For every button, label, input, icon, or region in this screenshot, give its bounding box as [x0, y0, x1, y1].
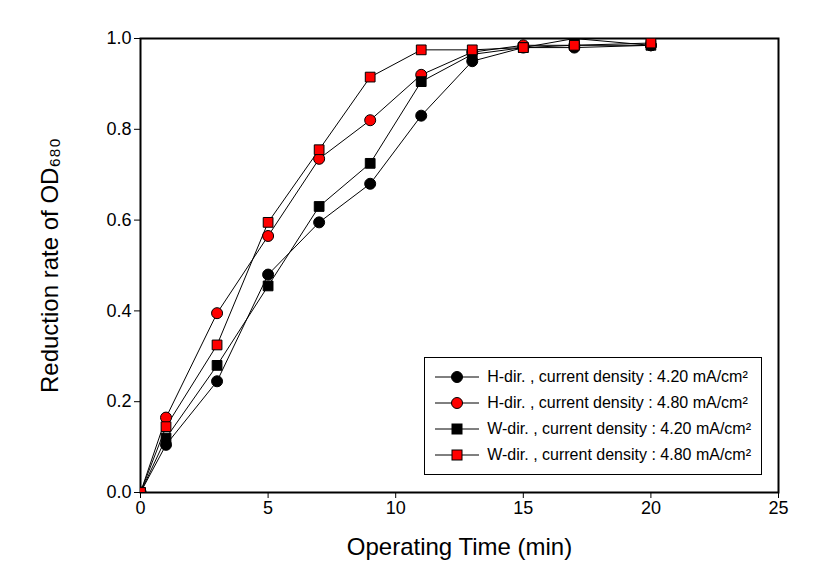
svg-text:15: 15 — [513, 498, 533, 518]
svg-text:0: 0 — [135, 498, 145, 518]
svg-text:0.4: 0.4 — [106, 301, 131, 321]
html-text:H-dir. , current density : 4.8: H-dir. , current density : 4.80 mA/cm² — [487, 394, 748, 411]
svg-text:1.0: 1.0 — [106, 28, 131, 48]
svg-text:10: 10 — [386, 498, 406, 518]
svg-text:25: 25 — [768, 498, 788, 518]
svg-text:Operating Time (min): Operating Time (min) — [347, 533, 572, 560]
svg-text:0.0: 0.0 — [106, 482, 131, 502]
html-text:H-dir. , current density : 4.2: H-dir. , current density : 4.20 mA/cm² — [487, 368, 748, 385]
svg-text:0.8: 0.8 — [106, 119, 131, 139]
svg-text:0.2: 0.2 — [106, 391, 131, 411]
svg-text:5: 5 — [263, 498, 273, 518]
html-text:W-dir. , current density : 4.2: W-dir. , current density : 4.20 mA/cm² — [487, 420, 751, 437]
html-text:W-dir. , current density : 4.8: W-dir. , current density : 4.80 mA/cm² — [487, 446, 751, 463]
svg-text:20: 20 — [641, 498, 661, 518]
svg-text:0.6: 0.6 — [106, 210, 131, 230]
svg-text:Reduction rate of OD₆₈₀: Reduction rate of OD₆₈₀ — [36, 138, 63, 393]
